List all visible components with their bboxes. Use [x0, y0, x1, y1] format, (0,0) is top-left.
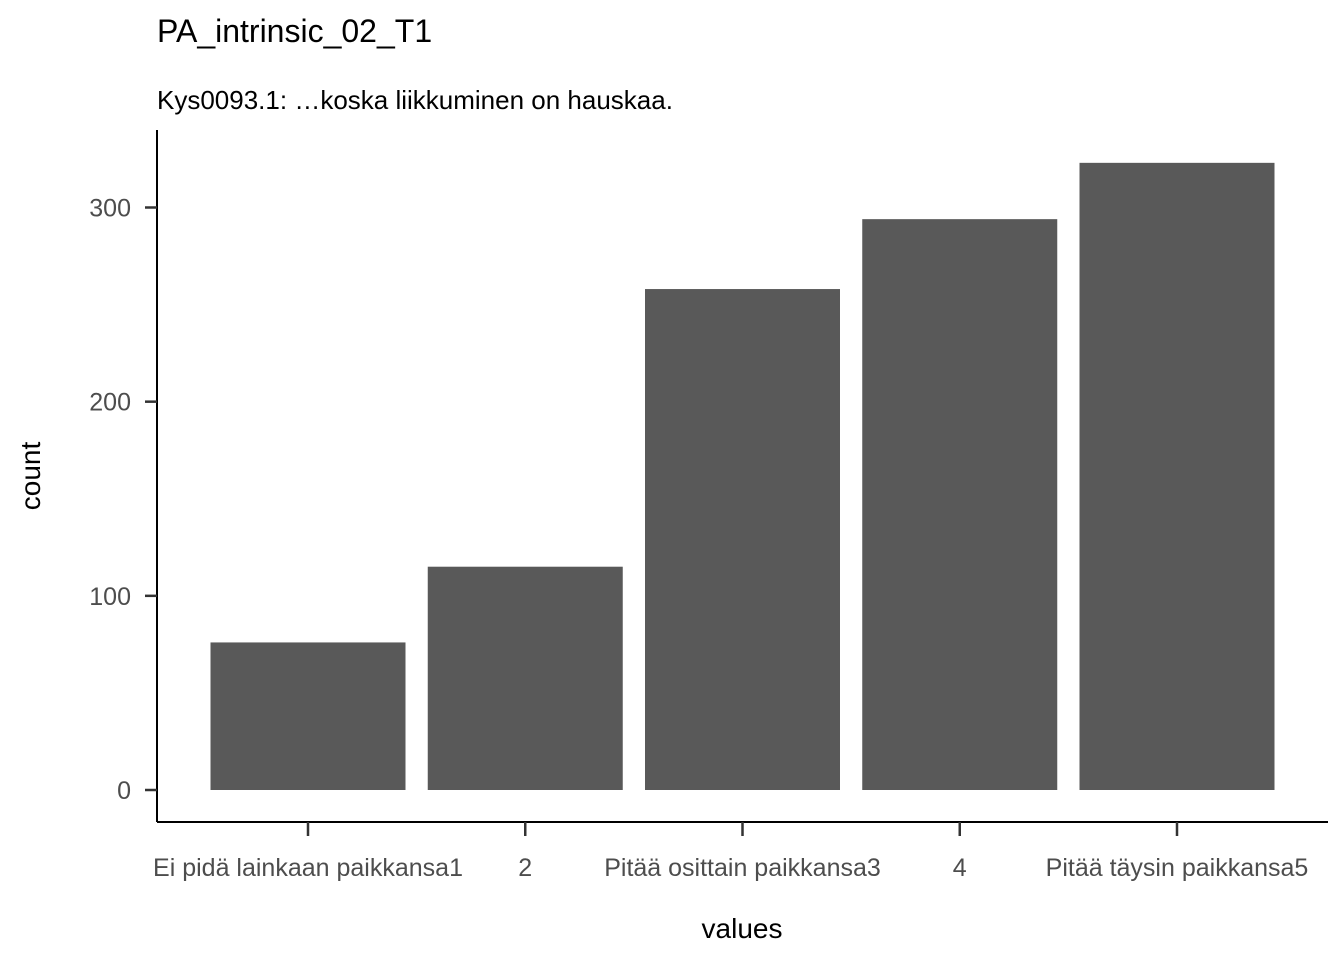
- y-tick-label-100: 100: [89, 583, 131, 611]
- bar-1: [210, 642, 406, 790]
- x-tick-label-3: Pitää osittain paikkansa3: [604, 854, 881, 882]
- bars-group: [210, 162, 1275, 790]
- y-axis-title: count: [15, 442, 46, 511]
- x-tick-label-5: Pitää täysin paikkansa5: [1046, 854, 1309, 882]
- bar-4: [862, 219, 1058, 790]
- x-axis: Ei pidä lainkaan paikkansa1 2 Pitää ositta…: [153, 821, 1328, 882]
- x-tick-label-4: 4: [953, 854, 967, 882]
- x-tick-label-1: Ei pidä lainkaan paikkansa1: [153, 854, 463, 882]
- chart-subtitle: Kys0093.1: …koska liikkuminen on hauskaa…: [157, 85, 673, 115]
- y-tick-label-200: 200: [89, 389, 131, 417]
- x-tick-label-2: 2: [518, 854, 532, 882]
- y-tick-label-300: 300: [89, 195, 131, 223]
- x-axis-title: values: [702, 913, 783, 944]
- y-axis: 0 100 200 300: [89, 130, 158, 822]
- bar-5: [1079, 162, 1275, 790]
- bar-3: [645, 289, 840, 790]
- bar-2: [427, 566, 623, 790]
- chart-title: PA_intrinsic_02_T1: [157, 13, 432, 49]
- y-tick-label-0: 0: [117, 777, 131, 805]
